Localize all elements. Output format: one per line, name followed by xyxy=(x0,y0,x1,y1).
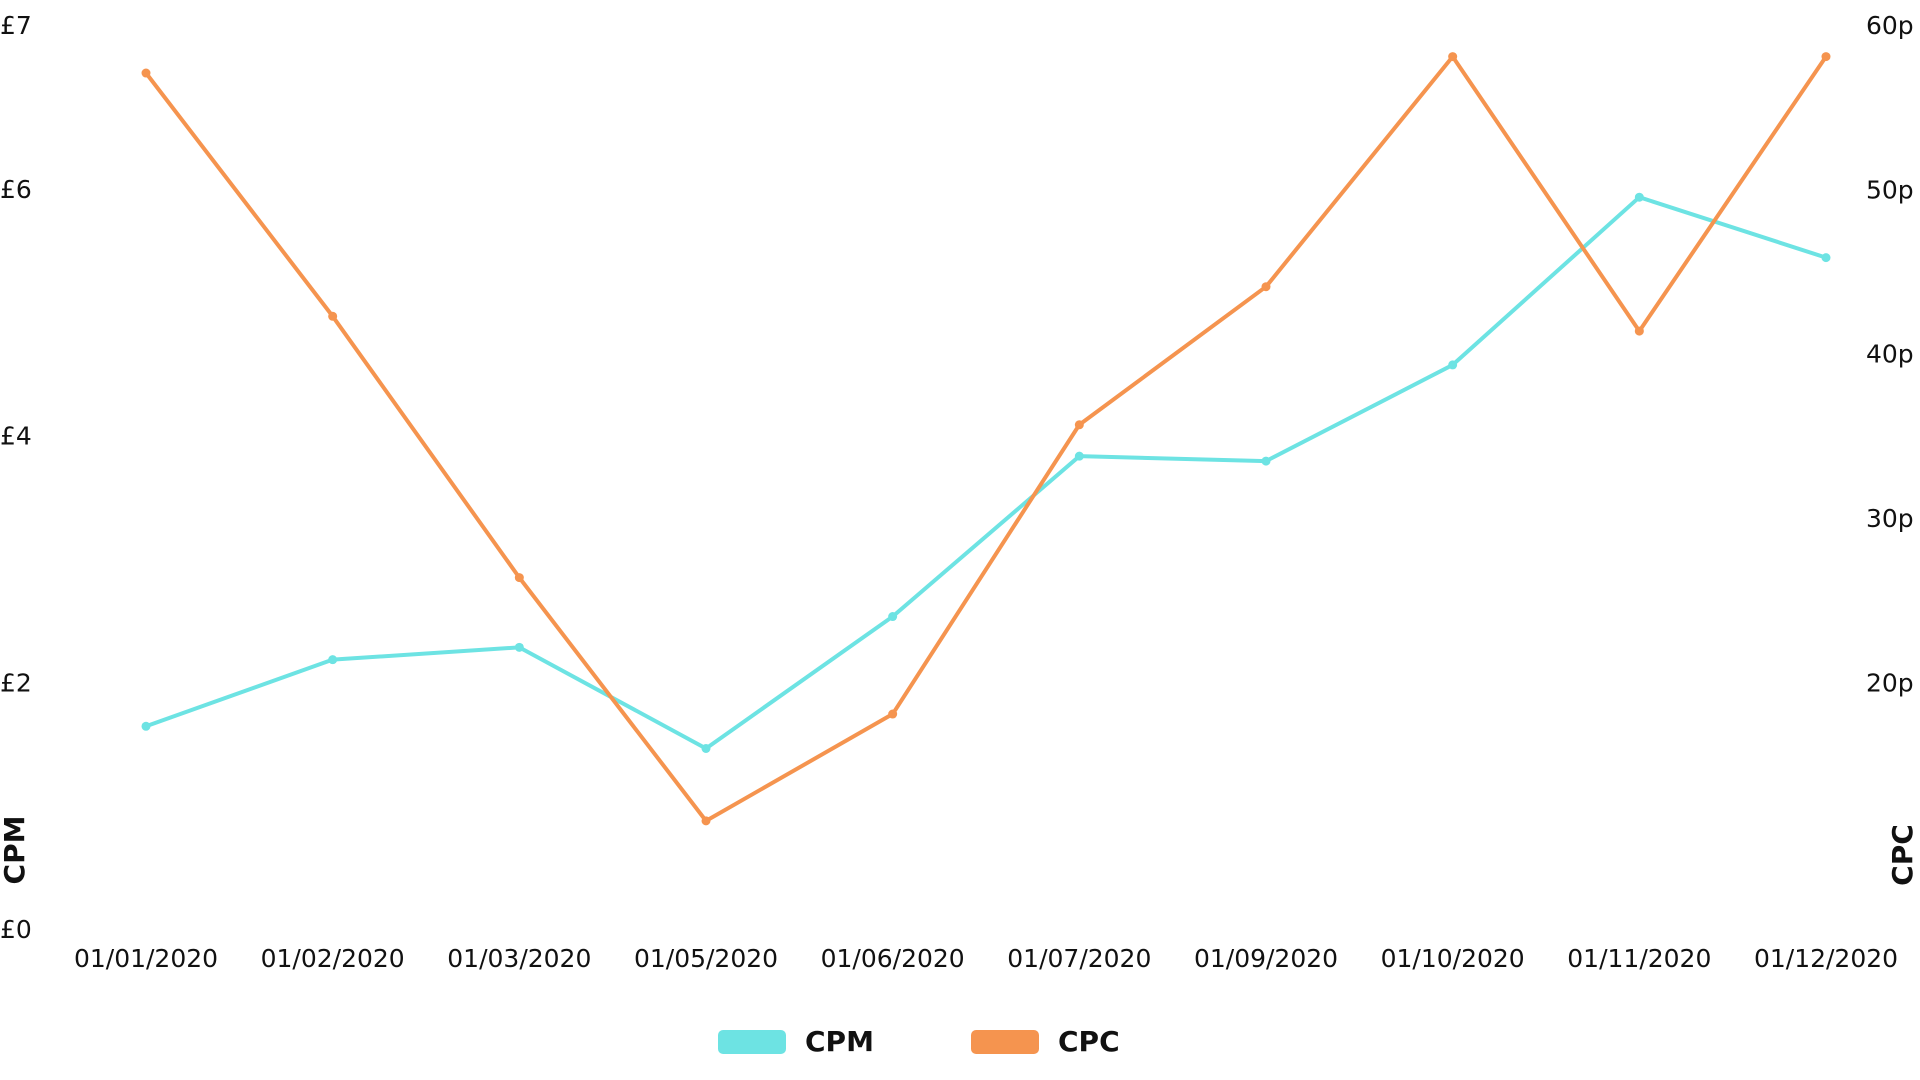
data-point xyxy=(888,709,898,719)
x-tick-label: 01/09/2020 xyxy=(1194,944,1338,973)
series-line xyxy=(145,195,1827,751)
data-point xyxy=(141,721,151,731)
y-tick-label: £2 xyxy=(0,668,32,697)
data-point xyxy=(514,642,524,652)
y2-axis-title: CPC xyxy=(1886,824,1919,886)
data-point xyxy=(701,816,711,826)
data-point xyxy=(1074,451,1084,461)
y2-tick-label: 50p xyxy=(1866,175,1914,204)
data-point xyxy=(1448,52,1458,62)
x-tick-label: 01/02/2020 xyxy=(261,944,405,973)
y-tick-label: £6 xyxy=(0,175,32,204)
data-point xyxy=(328,311,338,321)
series-line xyxy=(144,54,1828,823)
data-point xyxy=(1261,456,1271,466)
x-tick-label: 01/01/2020 xyxy=(74,944,218,973)
y2-tick-label: 30p xyxy=(1866,504,1914,533)
data-point xyxy=(1074,420,1084,430)
x-tick-label: 01/10/2020 xyxy=(1381,944,1525,973)
legend-label: CPM xyxy=(805,1025,874,1058)
legend-label: CPC xyxy=(1058,1025,1120,1058)
y2-tick-label: 60p xyxy=(1866,11,1914,40)
y-tick-label: £0 xyxy=(0,915,32,944)
legend-swatch xyxy=(971,1030,1039,1054)
data-point xyxy=(1634,192,1644,202)
data-point xyxy=(514,573,524,583)
data-point xyxy=(701,743,711,753)
data-point xyxy=(1821,253,1831,263)
y-axis-title: CPM xyxy=(0,816,31,885)
data-point xyxy=(1261,282,1271,292)
x-tick-label: 01/07/2020 xyxy=(1007,944,1151,973)
x-tick-label: 01/12/2020 xyxy=(1754,944,1898,973)
data-point xyxy=(888,612,898,622)
x-tick-label: 01/05/2020 xyxy=(634,944,778,973)
data-point xyxy=(328,655,338,665)
data-point xyxy=(1821,52,1831,62)
data-point xyxy=(1448,360,1458,370)
y2-tick-label: 20p xyxy=(1866,668,1914,697)
legend-swatch xyxy=(718,1030,786,1054)
data-point xyxy=(1634,326,1644,336)
y-tick-label: £7 xyxy=(0,11,32,40)
y2-tick-label: 40p xyxy=(1866,340,1914,369)
data-point xyxy=(141,68,151,78)
x-tick-label: 01/03/2020 xyxy=(447,944,591,973)
x-tick-label: 01/06/2020 xyxy=(821,944,965,973)
y-tick-label: £4 xyxy=(0,422,32,451)
x-tick-label: 01/11/2020 xyxy=(1567,944,1711,973)
